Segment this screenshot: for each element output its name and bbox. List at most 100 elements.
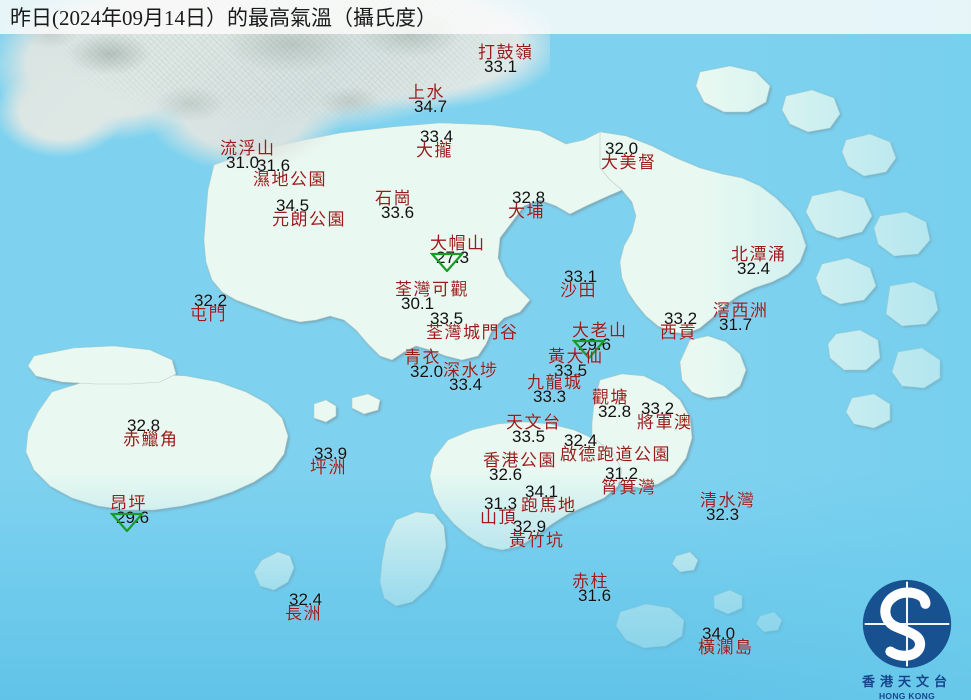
station-label: 32.2 屯門	[190, 292, 227, 324]
station-name: 觀塘	[592, 388, 629, 407]
station-label: 34.0 橫瀾島	[698, 625, 754, 657]
station-name: 清水灣	[700, 491, 756, 510]
station-temperature: 33.5	[554, 361, 588, 381]
station-name: 大攏	[416, 141, 453, 161]
station-name: 橫瀾島	[698, 638, 754, 658]
station-temperature: 30.1	[401, 294, 435, 314]
station-temperature: 33.6	[381, 203, 415, 223]
station-label: 荃灣可觀 30.1	[395, 281, 469, 313]
station-label: 深水埗 33.4	[443, 362, 499, 394]
station-name: 將軍澳	[637, 413, 693, 433]
station-temperature: 33.2	[664, 309, 698, 328]
station-label: 33.2 西貢	[660, 310, 697, 342]
station-name: 坪洲	[310, 458, 347, 478]
station-temperature: 32.9	[513, 517, 547, 536]
station-temperature: 33.4	[449, 375, 483, 395]
station-label: 打鼓嶺 33.1	[478, 44, 534, 76]
station-name: 荃灣可觀	[395, 280, 469, 299]
station-name: 滘西洲	[713, 301, 769, 320]
station-label: 流浮山 31.0	[220, 140, 276, 172]
station-temperature: 34.7	[414, 97, 448, 117]
station-label: 觀塘 32.8	[592, 389, 631, 421]
hko-name-cn: 香港天文台	[861, 674, 952, 689]
station-name: 元朗公園	[272, 210, 346, 230]
station-temperature: 32.6	[489, 465, 523, 485]
station-label: 31.2 筲箕灣	[601, 465, 657, 497]
station-name: 大老山	[572, 321, 628, 340]
station-name: 流浮山	[220, 139, 276, 158]
station-name: 啟德跑道公園	[560, 445, 671, 465]
station-temperature: 31.6	[257, 156, 291, 175]
station-name: 山頂	[480, 508, 517, 528]
station-name: 北潭涌	[731, 245, 787, 264]
station-name: 黃竹坑	[509, 531, 565, 551]
station-label: 黃大仙 33.5	[548, 348, 604, 380]
station-label: 32.8 大埔	[508, 189, 545, 221]
station-label: 滘西洲 31.7	[713, 302, 769, 334]
station-label: 33.1 沙田	[560, 268, 597, 300]
station-temperature: 33.9	[314, 444, 348, 463]
station-name: 大美督	[601, 153, 657, 173]
station-temperature: 33.2	[641, 399, 675, 418]
station-label: 香港公園 32.6	[483, 452, 557, 484]
station-name: 昂坪	[110, 494, 147, 513]
station-label: 32.8 赤鱲角	[123, 417, 179, 449]
station-temperature: 32.3	[706, 505, 740, 525]
station-label: 上水 34.7	[408, 84, 447, 116]
station-temperature: 33.4	[420, 127, 454, 146]
station-name: 大帽山	[430, 234, 486, 253]
station-label: 石崗 33.6	[375, 190, 414, 222]
station-temperature: 32.4	[289, 590, 323, 609]
station-label: 清水灣 32.3	[700, 492, 756, 524]
hko-name-en: HONG KONG OBSERVATORY	[878, 691, 936, 700]
station-label: 33.2 將軍澳	[637, 400, 693, 432]
station-temperature: 33.1	[564, 267, 598, 286]
station-name: 黃大仙	[548, 347, 604, 366]
station-temperature: 33.1	[484, 57, 518, 77]
station-label: 赤柱 31.6	[572, 573, 611, 605]
high-altitude-station-triangle-icon	[110, 512, 144, 532]
station-temperature: 31.0	[226, 153, 260, 173]
station-temperature: 32.2	[194, 291, 228, 310]
station-temperature: 32.4	[737, 259, 771, 279]
east-sea-shading	[700, 0, 971, 700]
station-temperature: 32.0	[605, 139, 639, 158]
station-name: 跑馬地	[521, 496, 577, 516]
station-temperature: 32.8	[127, 416, 161, 435]
station-name: 筲箕灣	[601, 478, 657, 498]
station-name: 濕地公園	[253, 170, 327, 190]
station-temperature: 34.1	[525, 482, 559, 501]
page-title: 昨日(2024年09月14日）的最高氣溫（攝氏度）	[10, 6, 437, 30]
station-label: 31.6 濕地公園	[253, 157, 327, 189]
station-label: 33.9 坪洲	[310, 445, 347, 477]
station-name: 赤鱲角	[123, 430, 179, 450]
high-altitude-station-triangle-icon	[430, 252, 464, 272]
station-label: 32.9 黃竹坑	[509, 518, 565, 550]
station-temperature: 32.4	[564, 431, 598, 450]
title-banner: 昨日(2024年09月14日）的最高氣溫（攝氏度）	[0, 0, 971, 34]
station-name: 香港公園	[483, 451, 557, 470]
station-label: 大帽山 27.3	[430, 234, 486, 272]
station-name: 赤柱	[572, 572, 609, 591]
station-name: 長洲	[285, 604, 322, 624]
station-label: 32.0 大美督	[601, 140, 657, 172]
station-name: 屯門	[190, 305, 227, 325]
hko-emblem-icon	[862, 579, 952, 669]
station-temperature: 32.8	[512, 188, 546, 207]
station-label: 33.5 荃灣城門谷	[426, 310, 519, 342]
station-temperature: 34.0	[702, 624, 736, 643]
station-temperature: 34.5	[276, 196, 310, 215]
station-name: 石崗	[375, 189, 412, 208]
station-label: 32.4 長洲	[285, 591, 322, 623]
station-name: 沙田	[560, 281, 597, 301]
station-label: 昂坪 29.6	[110, 494, 149, 532]
station-label: 34.1 跑馬地	[521, 483, 577, 515]
high-altitude-station-triangle-icon	[572, 339, 606, 359]
station-temperature: 31.2	[605, 464, 639, 483]
station-label: 大老山 29.6	[572, 321, 628, 359]
station-label: 九龍城 33.3	[527, 374, 583, 406]
station-temperature: 32.8	[598, 402, 632, 422]
station-temperature: 31.6	[578, 586, 612, 606]
station-label: 北潭涌 32.4	[731, 246, 787, 278]
